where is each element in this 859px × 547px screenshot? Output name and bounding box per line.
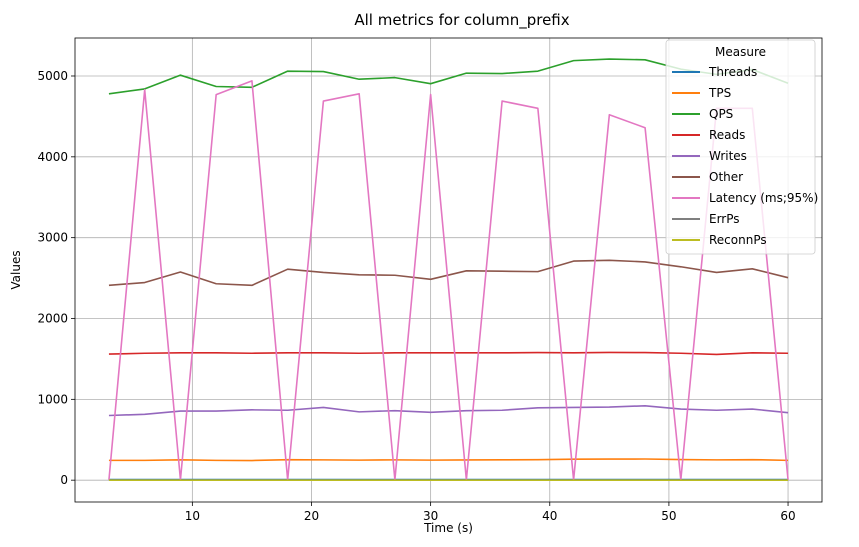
y-axis-label: Values: [9, 250, 23, 289]
x-tick-label: 60: [780, 509, 795, 523]
legend-label: Writes: [709, 149, 747, 163]
x-tick-label: 20: [304, 509, 319, 523]
legend-label: Reads: [709, 128, 745, 142]
legend-label: QPS: [709, 107, 733, 121]
y-tick-label: 2000: [37, 312, 68, 326]
series-line-4: [108, 404, 789, 417]
legend-title: Measure: [715, 45, 766, 59]
legend: Measure Threads TPS QPS Reads Writes Other Lat…: [665, 39, 818, 255]
legend-label: ReconnPs: [709, 233, 767, 247]
legend-label: Latency (ms;95%): [709, 191, 818, 205]
legend-label: Threads: [708, 65, 757, 79]
y-tick-label: 0: [60, 473, 68, 487]
x-tick-label: 30: [423, 509, 438, 523]
series-lines: [108, 58, 789, 481]
chart-title: All metrics for column_prefix: [354, 11, 569, 30]
series-line-1: [108, 458, 789, 462]
x-tick-label: 40: [542, 509, 557, 523]
legend-items: Threads TPS QPS Reads Writes Other Latency (ms…: [672, 65, 818, 247]
legend-label: ErrPs: [709, 212, 740, 226]
legend-label: TPS: [708, 86, 731, 100]
plot-frame: [74, 37, 823, 503]
series-line-5: [108, 259, 789, 287]
series-line-3: [108, 351, 789, 356]
y-tick-label: 3000: [37, 231, 68, 245]
series-line-6: [108, 80, 789, 481]
x-axis-label: Time (s): [423, 521, 473, 535]
axis-ticks: 10 20 30 40 50 60 0 1000 2000 3000 4000 5000: [37, 69, 795, 523]
y-tick-label: 5000: [37, 69, 68, 83]
x-tick-label: 50: [661, 509, 676, 523]
legend-label: Other: [709, 170, 743, 184]
y-tick-label: 4000: [37, 150, 68, 164]
x-tick-label: 10: [185, 509, 200, 523]
legend-box: [665, 39, 816, 255]
y-tick-label: 1000: [37, 392, 68, 406]
